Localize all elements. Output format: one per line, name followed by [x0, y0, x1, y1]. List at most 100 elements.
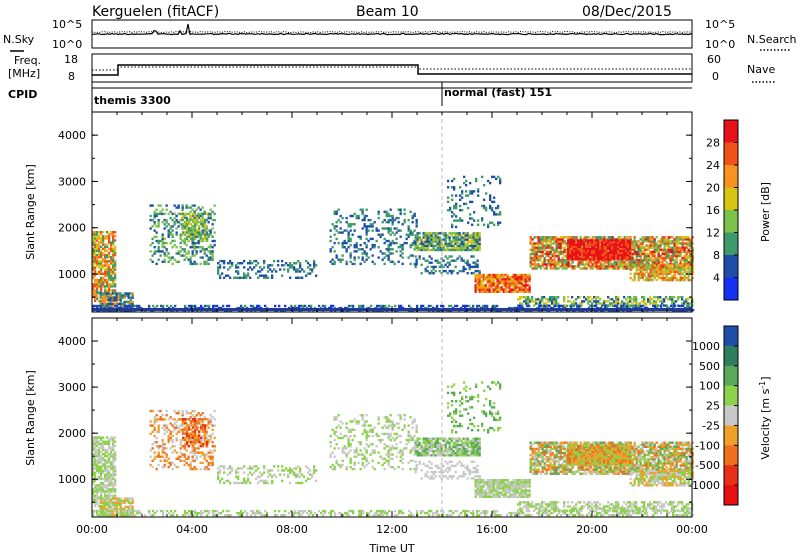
power-cell [519, 278, 521, 280]
power-cell [631, 298, 633, 300]
velocity-cell [130, 506, 132, 508]
power-cell [336, 211, 338, 213]
power-cell [525, 296, 527, 298]
power-cell [660, 271, 662, 273]
power-cell [108, 283, 110, 285]
power-cell [384, 211, 386, 213]
power-cell [515, 274, 517, 276]
power-cell [629, 298, 631, 300]
power-cell [567, 252, 569, 254]
power-cell [106, 254, 108, 256]
power-cell [666, 305, 668, 307]
power-cell [523, 280, 525, 282]
power-cell [602, 263, 604, 265]
power-cell [429, 243, 431, 245]
power-cell [194, 221, 196, 223]
power-cell [100, 292, 102, 294]
power-cell [382, 227, 384, 229]
velocity-cell [176, 451, 178, 453]
velocity-cell [102, 514, 104, 516]
power-cell [134, 305, 136, 307]
power-cell [666, 249, 668, 251]
power-cell [527, 302, 529, 304]
power-cell [505, 278, 507, 280]
power-cell [668, 255, 670, 257]
power-cell [108, 269, 110, 271]
power-cell [253, 266, 255, 268]
power-cell [521, 302, 523, 304]
power-cell [642, 277, 644, 279]
power-cell [505, 280, 507, 282]
power-cell [118, 294, 120, 296]
power-cell [487, 288, 489, 290]
velocity-cell [158, 451, 160, 453]
velocity-cell [124, 500, 126, 502]
power-cell [630, 269, 632, 271]
power-cell [366, 234, 368, 236]
power-cell [255, 264, 257, 266]
power-cell [658, 249, 660, 251]
power-cell [538, 242, 540, 244]
power-cell [627, 258, 629, 260]
power-cell [419, 247, 421, 249]
power-cell [550, 261, 552, 263]
power-cell [154, 215, 156, 217]
power-cell [682, 263, 684, 265]
power-cell [417, 245, 419, 247]
velocity-cell [112, 510, 114, 512]
noise-right-tick-bottom: 10^0 [705, 38, 735, 51]
power-cell [287, 268, 289, 270]
power-cell [664, 249, 666, 251]
power-cell [190, 256, 192, 258]
power-cell [94, 246, 96, 248]
power-cell [529, 276, 531, 278]
power-cell [154, 217, 156, 219]
power-cell [354, 263, 356, 265]
velocity-cell [112, 459, 114, 461]
velocity-cell [108, 484, 110, 486]
power-cell [589, 296, 591, 298]
velocity-cell [96, 499, 98, 501]
power-cell [164, 246, 166, 248]
power-cell [543, 296, 545, 298]
velocity-cell [98, 443, 100, 445]
power-cell [520, 305, 522, 307]
power-cell [670, 259, 672, 261]
power-cell [408, 227, 410, 229]
power-cell [158, 223, 160, 225]
power-cell [459, 247, 461, 249]
velocity-cell [158, 456, 160, 458]
velocity-cell [150, 433, 152, 435]
power-cell [126, 292, 128, 294]
velocity-cell [94, 451, 96, 453]
power-cell [112, 292, 114, 294]
power-cell [445, 243, 447, 245]
power-cell [589, 244, 591, 246]
power-cell [398, 217, 400, 219]
power-cell [210, 250, 212, 252]
power-cell [100, 289, 102, 291]
power-cell [467, 241, 469, 243]
power-cell [110, 294, 112, 296]
power-cell [560, 242, 562, 244]
power-cell [636, 266, 638, 268]
power-cell [653, 300, 655, 302]
power-cell [640, 269, 642, 271]
power-cell [188, 235, 190, 237]
power-cell [348, 238, 350, 240]
velocity-cell [108, 492, 110, 494]
power-cell [457, 272, 459, 274]
power-cell [188, 252, 190, 254]
power-cell [106, 279, 108, 281]
power-cell [625, 252, 627, 254]
power-cell [497, 288, 499, 290]
y-tick-label: 4000 [58, 129, 86, 142]
power-cell [625, 244, 627, 246]
power-cell [178, 213, 180, 215]
power-cell [664, 264, 666, 266]
power-cell [295, 262, 297, 264]
velocity-cell [176, 439, 178, 441]
power-cell [517, 278, 519, 280]
power-cell [427, 241, 429, 243]
